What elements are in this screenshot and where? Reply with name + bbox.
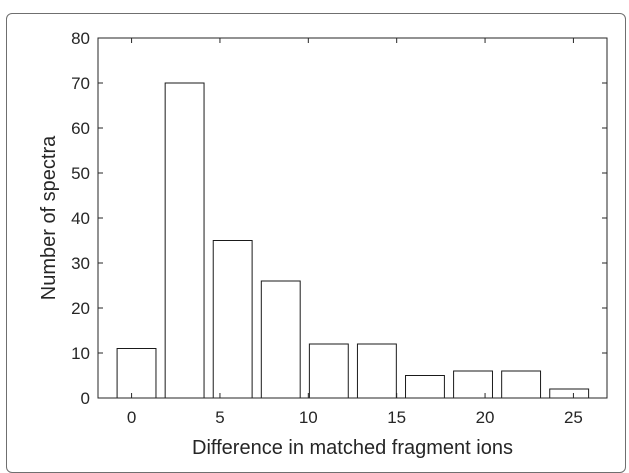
bar-9	[549, 388, 590, 399]
x-tick-label: 15	[387, 408, 406, 427]
bar-5	[356, 343, 397, 399]
x-tick-label: 5	[215, 408, 224, 427]
y-ticks: 0 10 20 30 40 50 60 70 80	[71, 29, 607, 408]
x-axis-label: Difference in matched fragment ions	[192, 437, 513, 459]
y-tick-label: 70	[71, 74, 90, 93]
y-tick-label: 30	[71, 254, 90, 273]
y-tick-label: 10	[71, 344, 90, 363]
bars-group	[116, 82, 590, 399]
x-tick-label: 20	[476, 408, 495, 427]
y-tick-label: 0	[81, 389, 90, 408]
y-tick-label: 80	[71, 29, 90, 48]
bar-6	[405, 375, 445, 399]
y-tick-label: 20	[71, 299, 90, 318]
x-tick-label: 10	[299, 408, 318, 427]
y-tick-label: 40	[71, 209, 90, 228]
bar-4	[308, 343, 349, 399]
bar-2	[212, 240, 253, 399]
bar-0	[116, 348, 157, 399]
bar-3	[260, 280, 301, 399]
y-tick-label: 60	[71, 119, 90, 138]
y-tick-label: 50	[71, 164, 90, 183]
bar-7	[453, 370, 493, 399]
bar-8	[501, 370, 542, 399]
x-ticks: 0 5 10 15 20 25	[127, 38, 583, 427]
x-tick-label: 25	[564, 408, 583, 427]
x-tick-label: 0	[127, 408, 136, 427]
bar-chart: 0 10 20 30 40 50 60 70 80 0 5 10 15 20 25 Number of s…	[38, 29, 608, 459]
bar-1	[164, 82, 205, 399]
y-axis-label: Number of spectra	[38, 135, 60, 300]
